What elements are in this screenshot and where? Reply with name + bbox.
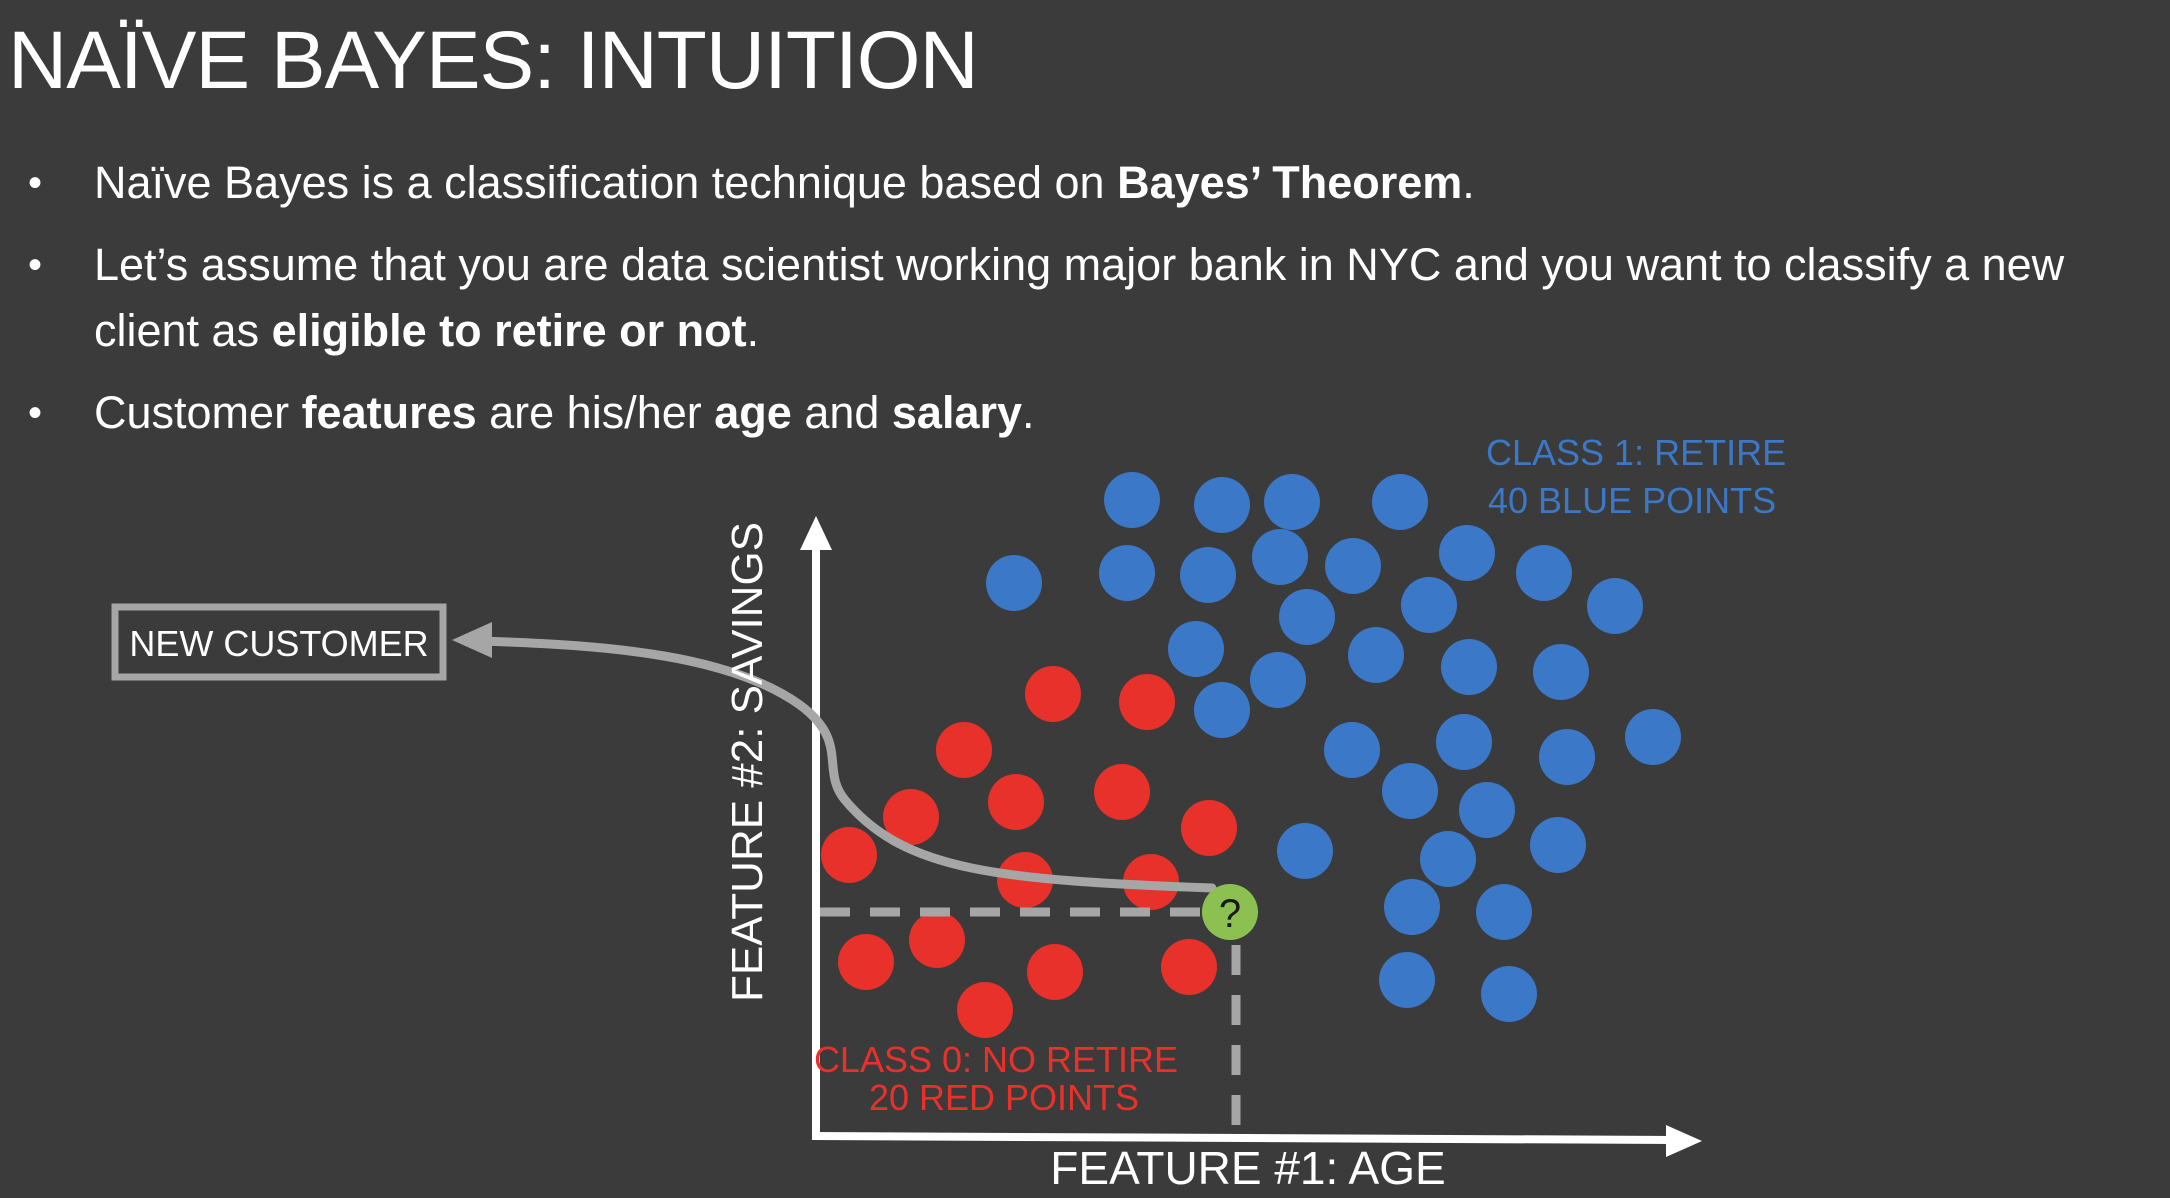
bullet-text-run: Customer bbox=[94, 387, 302, 438]
bullet-dot: • bbox=[28, 161, 43, 205]
class1-data-point bbox=[1379, 952, 1435, 1008]
x-axis-arrow-icon bbox=[1666, 1125, 1702, 1157]
class1-data-point bbox=[1459, 782, 1515, 838]
bullet-item: • Customer features are his/her age and s… bbox=[28, 380, 2158, 446]
bullet-text-run: . bbox=[1462, 157, 1475, 208]
class0-label-line2: 20 RED POINTS bbox=[869, 1077, 1139, 1118]
new-customer-arrow-head-icon bbox=[452, 622, 492, 658]
x-axis-label: FEATURE #1: AGE bbox=[1050, 1142, 1445, 1194]
class1-data-point bbox=[1325, 538, 1381, 594]
bullet-text-run: are his/her bbox=[476, 387, 715, 438]
class0-data-point bbox=[1119, 674, 1175, 730]
class0-points bbox=[821, 666, 1237, 1038]
class0-label-line1: CLASS 0: NO RETIRE bbox=[814, 1039, 1178, 1080]
class1-data-point bbox=[1324, 722, 1380, 778]
bullet-bold-text: features bbox=[301, 387, 477, 438]
class0-data-point bbox=[821, 827, 877, 883]
class1-label-line2: 40 BLUE POINTS bbox=[1488, 480, 1776, 521]
class1-data-point bbox=[1264, 474, 1320, 530]
y-axis-arrow-icon bbox=[800, 516, 832, 550]
class0-data-point bbox=[1027, 944, 1083, 1000]
bullet-dot: • bbox=[28, 391, 43, 435]
class0-data-point bbox=[883, 789, 939, 845]
bullet-text: Naïve Bayes is a classification techniqu… bbox=[94, 157, 1475, 208]
y-axis-label: FEATURE #2: SAVINGS bbox=[723, 522, 772, 1002]
class1-data-point bbox=[986, 555, 1042, 611]
class0-data-point bbox=[988, 774, 1044, 830]
class1-data-point bbox=[1420, 831, 1476, 887]
class1-data-point bbox=[1277, 823, 1333, 879]
class1-data-point bbox=[1279, 589, 1335, 645]
class1-data-point bbox=[1168, 621, 1224, 677]
class1-data-point bbox=[1099, 545, 1155, 601]
class0-data-point bbox=[936, 722, 992, 778]
class1-data-point bbox=[1587, 578, 1643, 634]
bullet-bold-text: eligible to retire or not bbox=[271, 305, 747, 356]
class1-data-point bbox=[1516, 545, 1572, 601]
class0-data-point bbox=[1181, 800, 1237, 856]
bullet-bold-text: age bbox=[714, 387, 792, 438]
class1-data-point bbox=[1180, 547, 1236, 603]
class1-label-line1: CLASS 1: RETIRE bbox=[1486, 432, 1786, 473]
class1-data-point bbox=[1250, 652, 1306, 708]
page-title: NAÏVE BAYES: INTUITION bbox=[8, 15, 979, 106]
class1-data-point bbox=[1436, 714, 1492, 770]
bullet-text: Customer features are his/her age and sa… bbox=[94, 387, 1035, 438]
class0-data-point bbox=[957, 982, 1013, 1038]
class1-data-point bbox=[1533, 644, 1589, 700]
new-data-point bbox=[1202, 884, 1258, 940]
bullet-dot: • bbox=[28, 243, 43, 287]
bullet-bold-text: Bayes’ Theorem bbox=[1117, 157, 1463, 208]
x-axis bbox=[811, 1132, 1673, 1144]
class0-data-point bbox=[838, 934, 894, 990]
class0-data-point bbox=[1161, 939, 1217, 995]
class1-data-point bbox=[1539, 729, 1595, 785]
bullet-item: • Naïve Bayes is a classification techniq… bbox=[28, 150, 2158, 216]
bullet-bold-text: salary bbox=[891, 387, 1023, 438]
class0-data-point bbox=[1094, 764, 1150, 820]
class1-data-point bbox=[1384, 879, 1440, 935]
new-customer-box bbox=[111, 603, 447, 681]
bullet-text-run: . bbox=[746, 305, 760, 356]
bullet-item: • Let’s assume that you are data scientis… bbox=[28, 232, 2158, 364]
class1-data-point bbox=[1441, 639, 1497, 695]
class1-data-point bbox=[1530, 817, 1586, 873]
bullet-text-run: and bbox=[791, 387, 892, 438]
class1-data-point bbox=[1194, 682, 1250, 738]
class0-data-point bbox=[1025, 666, 1081, 722]
class1-data-point bbox=[1382, 763, 1438, 819]
new-customer-label: NEW CUSTOMER bbox=[129, 623, 428, 664]
class1-points bbox=[986, 472, 1681, 1022]
class1-data-point bbox=[1104, 472, 1160, 528]
class0-data-point bbox=[909, 912, 965, 968]
class1-data-point bbox=[1401, 577, 1457, 633]
class1-data-point bbox=[1348, 627, 1404, 683]
class1-data-point bbox=[1439, 525, 1495, 581]
bullet-text-run: Naïve Bayes is a classification techniqu… bbox=[94, 157, 1118, 208]
class1-data-point bbox=[1625, 709, 1681, 765]
class1-data-point bbox=[1476, 884, 1532, 940]
axes bbox=[800, 516, 1702, 1157]
class1-data-point bbox=[1252, 529, 1308, 585]
bullet-text: Let’s assume that you are data scientist… bbox=[94, 239, 2064, 356]
class1-data-point bbox=[1194, 477, 1250, 533]
bullet-list: • Naïve Bayes is a classification techniq… bbox=[28, 150, 2158, 462]
new-point-label: ? bbox=[1219, 892, 1241, 936]
class1-data-point bbox=[1481, 966, 1537, 1022]
bullet-text-run: . bbox=[1022, 387, 1035, 438]
class1-data-point bbox=[1372, 474, 1428, 530]
bullet-text-run: Let’s assume that you are data scientist… bbox=[94, 239, 2065, 356]
new-customer-arrow bbox=[475, 636, 1217, 893]
